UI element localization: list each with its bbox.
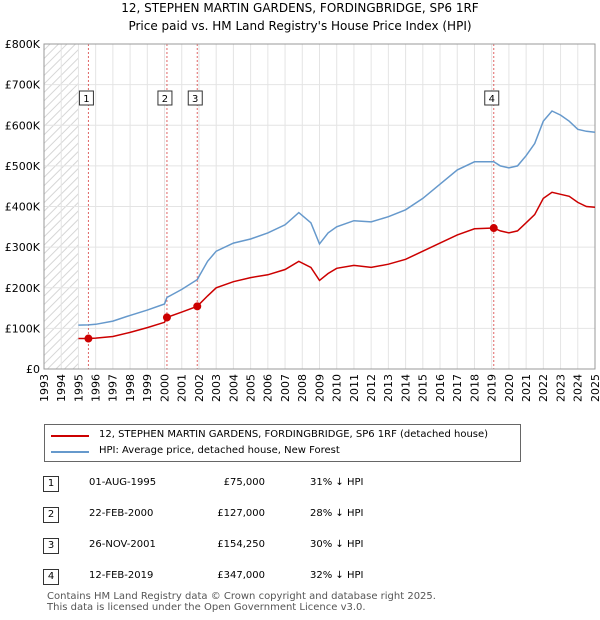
y-tick-label: £400K	[5, 201, 41, 214]
sale-point	[489, 224, 498, 233]
x-tick-label: 2014	[399, 374, 412, 402]
sale-point	[162, 313, 171, 322]
x-tick-label: 2000	[158, 374, 171, 402]
sale-label-number: 2	[162, 94, 168, 105]
price-chart: 12, STEPHEN MARTIN GARDENS, FORDINGBRIDG…	[5, 1, 600, 402]
x-tick-label: 2017	[451, 374, 464, 402]
sale-label-box	[157, 90, 173, 106]
x-tick-label: 2022	[537, 374, 550, 402]
x-tick-label: 1994	[55, 374, 68, 402]
x-tick-label: 2024	[572, 374, 585, 402]
y-tick-label: £600K	[5, 119, 41, 132]
x-tick-label: 1996	[90, 374, 103, 402]
sale-label-box	[78, 90, 94, 106]
row-hpi: 30% ↓ HPI	[310, 539, 364, 550]
sale-label-number: 3	[192, 94, 198, 105]
x-tick-label: 2013	[382, 374, 395, 402]
table-row: 1 01-AUG-1995 £75,000 31% ↓ HPI	[0, 474, 600, 494]
sale-label-number: 4	[489, 94, 495, 105]
y-tick-label: £0	[26, 363, 40, 376]
x-tick-label: 2012	[365, 374, 378, 402]
table-row: 2 22-FEB-2000 £127,000 28% ↓ HPI	[0, 505, 600, 525]
x-tick-label: 2002	[193, 374, 206, 402]
x-tick-label: 2003	[210, 374, 223, 402]
x-tick-label: 2011	[348, 374, 361, 402]
legend-label-property: 12, STEPHEN MARTIN GARDENS, FORDINGBRIDG…	[99, 429, 489, 440]
chart-title: 12, STEPHEN MARTIN GARDENS, FORDINGBRIDG…	[121, 1, 479, 15]
row-number-box: 1	[43, 476, 59, 492]
row-price: £75,000	[223, 477, 265, 488]
row-date: 22-FEB-2000	[89, 508, 154, 519]
row-hpi: 28% ↓ HPI	[310, 508, 364, 519]
footer-line-1: Contains HM Land Registry data © Crown c…	[47, 591, 436, 602]
legend-swatch-property	[51, 435, 89, 437]
table-row: 3 26-NOV-2001 £154,250 30% ↓ HPI	[0, 536, 600, 556]
series-line	[78, 110, 596, 326]
x-tick-label: 2015	[417, 374, 430, 402]
x-tick-label: 2004	[227, 374, 240, 402]
x-tick-label: 2009	[313, 374, 326, 402]
y-tick-label: £200K	[5, 282, 41, 295]
sale-label-box	[187, 90, 203, 106]
row-hpi: 31% ↓ HPI	[310, 477, 364, 488]
row-hpi: 32% ↓ HPI	[310, 570, 364, 581]
sale-point	[84, 334, 93, 343]
x-tick-label: 2016	[434, 374, 447, 402]
legend-swatch-hpi	[51, 451, 89, 453]
x-tick-label: 1999	[141, 374, 154, 402]
row-number-box: 3	[43, 538, 59, 554]
x-tick-label: 1997	[107, 374, 120, 402]
x-tick-label: 1995	[72, 374, 85, 402]
row-number-box: 2	[43, 507, 59, 523]
sale-label-number: 1	[83, 94, 89, 105]
y-tick-label: £700K	[5, 79, 41, 92]
row-price: £347,000	[217, 570, 265, 581]
table-row: 4 12-FEB-2019 £347,000 32% ↓ HPI	[0, 567, 600, 587]
x-tick-label: 2006	[262, 374, 275, 402]
sale-point	[193, 302, 202, 311]
legend: 12, STEPHEN MARTIN GARDENS, FORDINGBRIDG…	[44, 424, 521, 462]
x-tick-label: 2007	[279, 374, 292, 402]
x-tick-label: 2021	[520, 374, 533, 402]
y-tick-label: £100K	[5, 322, 41, 335]
row-date: 12-FEB-2019	[89, 570, 154, 581]
footer: Contains HM Land Registry data © Crown c…	[47, 591, 436, 613]
row-price: £154,250	[217, 539, 265, 550]
plot-frame	[43, 43, 596, 370]
x-tick-label: 2020	[503, 374, 516, 402]
x-tick-label: 2005	[244, 374, 257, 402]
x-tick-label: 2010	[331, 374, 344, 402]
transactions-table: 1 01-AUG-1995 £75,000 31% ↓ HPI 2 22-FEB…	[0, 470, 600, 585]
x-tick-label: 1998	[124, 374, 137, 402]
row-date: 26-NOV-2001	[89, 539, 156, 550]
row-date: 01-AUG-1995	[89, 477, 157, 488]
x-tick-label: 2019	[486, 374, 499, 402]
row-price: £127,000	[217, 508, 265, 519]
legend-label-hpi: HPI: Average price, detached house, New …	[99, 445, 340, 456]
x-tick-label: 2023	[554, 374, 567, 402]
x-tick-label: 2008	[296, 374, 309, 402]
x-tick-label: 1993	[38, 374, 51, 402]
row-number-box: 4	[43, 569, 59, 585]
x-tick-label: 2025	[589, 374, 600, 402]
x-tick-label: 2001	[176, 374, 189, 402]
chart-subtitle: Price paid vs. HM Land Registry's House …	[128, 19, 471, 33]
x-tick-label: 2018	[468, 374, 481, 402]
y-tick-label: £500K	[5, 160, 41, 173]
y-tick-label: £300K	[5, 241, 41, 254]
y-tick-label: £800K	[5, 38, 41, 51]
sale-label-box	[484, 90, 500, 106]
footer-line-2: This data is licensed under the Open Gov…	[47, 602, 366, 613]
